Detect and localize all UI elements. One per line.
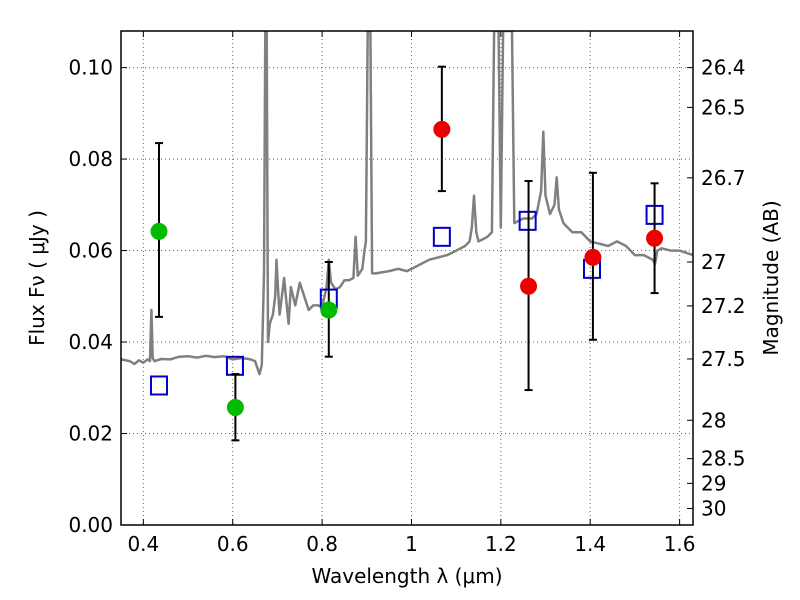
observed-flux-point: [226, 398, 244, 416]
y-tick-label: 0.08: [68, 147, 113, 171]
y2-tick-label: 28: [701, 408, 726, 432]
plot-frame: [120, 30, 694, 526]
y-tick-label: 0.02: [68, 422, 113, 446]
y2-tick-label: 29: [701, 471, 726, 495]
y2-axis-title: Magnitude (AB): [759, 200, 783, 355]
spectrum-line: [121, 31, 693, 376]
grid: [121, 31, 693, 526]
observed-flux-point: [150, 222, 168, 240]
x-axis-title-text: Wavelength λ (μm): [311, 564, 502, 588]
y-tick-label: 0.10: [68, 56, 113, 80]
y-axis-title: Flux Fν ( μJy ): [25, 210, 49, 346]
x-tick-label: 1.2: [485, 532, 517, 556]
y2-tick-label: 28.5: [701, 447, 746, 471]
x-tick-label: 0.4: [127, 532, 159, 556]
model-square-point: [149, 375, 168, 396]
observed-flux-point: [520, 277, 538, 295]
x-tick-label: 1.6: [664, 532, 696, 556]
model-square-point: [432, 226, 451, 247]
y2-tick-label: 26.5: [701, 95, 746, 119]
x-axis-title: Wavelength λ (μm): [311, 564, 502, 588]
y2-tick-label: 27.2: [701, 294, 746, 318]
x-tick-label: 0.6: [217, 532, 249, 556]
x-tick-label: 1.4: [574, 532, 606, 556]
y-axis-title-text: Flux Fν ( μJy ): [25, 210, 49, 346]
observed-flux-point: [320, 301, 338, 319]
axis-ticks: 0.4 0.6 0.8 1 1.2 1.4 1.6 0.00 0.02 0.04 0.06 0.08 0…: [68, 31, 746, 556]
y-tick-label: 0.00: [68, 513, 113, 537]
y2-tick-label: 27: [701, 250, 726, 274]
y-tick-label: 0.04: [68, 330, 113, 354]
y-tick-label: 0.06: [68, 239, 113, 263]
x-tick-label: 1: [405, 532, 418, 556]
x-tick-label: 0.8: [306, 532, 338, 556]
y2-tick-label: 27.5: [701, 347, 746, 371]
y2-tick-label: 26.7: [701, 166, 746, 190]
observed-flux-point: [646, 229, 664, 247]
y2-tick-label: 30: [701, 497, 726, 521]
y2-tick-label: 26.4: [701, 56, 746, 80]
observed-flux-point: [433, 120, 451, 138]
y2-axis-title-text: Magnitude (AB): [759, 200, 783, 355]
plot-area: [121, 31, 693, 442]
observed-flux-point: [584, 248, 602, 266]
